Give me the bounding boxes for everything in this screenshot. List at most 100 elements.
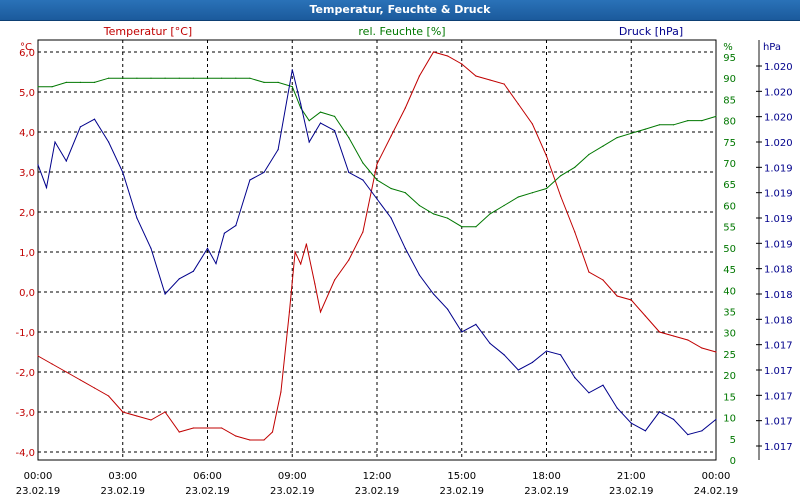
pressure-data-point <box>701 430 703 432</box>
humidity-data-point <box>79 81 81 83</box>
pressure-data-point <box>235 225 237 227</box>
pressure-data-point <box>503 354 505 356</box>
axis-ticks: 00:00 23.02.19 03:00 23.02.19 06:00 23.02.19 0… <box>15 48 792 497</box>
humidity-tick-label: 60 <box>723 201 736 212</box>
temperature-data-point <box>300 263 302 265</box>
pressure-tick-label: 1.019 <box>764 163 793 174</box>
humidity-data-point <box>192 77 194 79</box>
temperature-data-point <box>206 427 209 429</box>
pressure-data-point <box>673 418 675 420</box>
humidity-data-point <box>687 120 689 122</box>
humidity-tick-label: 75 <box>723 138 736 149</box>
x-tick-time: 12:00 <box>363 471 392 482</box>
pressure-data-point <box>178 278 180 280</box>
humidity-data-point <box>65 81 67 83</box>
temperature-data-point <box>37 355 39 357</box>
x-tick-date: 23.02.19 <box>524 486 569 497</box>
temperature-data-point <box>503 83 505 85</box>
x-tick-time: 00:00 <box>702 471 731 482</box>
temperature-data-point <box>192 427 194 429</box>
pressure-data-point <box>616 407 618 409</box>
humidity-data-point <box>362 162 364 164</box>
legend-humidity: rel. Feuchte [%] <box>358 25 445 38</box>
legend-temperature: Temperatur [°C] <box>103 25 192 38</box>
temperature-data-point <box>461 63 463 65</box>
temperature-tick-label: 5,0 <box>19 88 35 99</box>
pressure-data-point <box>93 118 96 120</box>
humidity-data-point <box>545 187 548 190</box>
x-tick-time: 06:00 <box>193 471 222 482</box>
humidity-data-point <box>673 124 675 126</box>
temperature-data-point <box>560 195 562 197</box>
humidity-data-point <box>418 204 420 207</box>
temperature-data-point <box>644 315 647 317</box>
temperature-data-point <box>432 51 435 53</box>
pressure-tick-label: 1.017 <box>764 366 793 377</box>
temperature-data-point <box>489 79 491 81</box>
pressure-data-point <box>418 274 420 276</box>
humidity-data-point <box>404 192 406 194</box>
humidity-data-point <box>560 175 562 177</box>
humidity-data-point <box>489 213 491 215</box>
humidity-data-point <box>263 81 265 83</box>
humidity-data-point <box>517 196 519 198</box>
humidity-data-point <box>348 137 350 139</box>
pressure-data-point <box>489 342 491 344</box>
pressure-data-point <box>560 354 562 356</box>
temperature-data-point <box>715 351 717 353</box>
temperature-data-point <box>447 55 449 57</box>
humidity-data-point <box>206 77 209 79</box>
x-tick-time: 09:00 <box>278 471 307 482</box>
temperature-tick-label: 6,0 <box>19 48 35 59</box>
temperature-tick-label: -4,0 <box>15 448 35 459</box>
humidity-data-point <box>235 77 237 79</box>
pressure-data-point <box>319 122 322 124</box>
humidity-data-point <box>588 153 590 156</box>
temperature-data-point <box>673 335 675 337</box>
temperature-data-point <box>164 411 166 413</box>
temperature-data-point <box>687 339 689 341</box>
pressure-data-point <box>475 323 477 325</box>
temperature-data-point <box>362 231 364 233</box>
x-tick-date: 23.02.19 <box>609 486 654 497</box>
temperature-tick-label: -2,0 <box>15 368 35 379</box>
temperature-data-point <box>418 75 420 77</box>
temperature-data-point <box>235 435 237 437</box>
temperature-tick-label: 1,0 <box>19 248 35 259</box>
pressure-data-point <box>715 418 717 420</box>
temperature-data-point <box>602 279 604 281</box>
pressure-tick-label: 1.017 <box>764 391 793 402</box>
pressure-data-point <box>192 270 194 272</box>
temperature-data-point <box>93 387 96 389</box>
pressure-data-point <box>362 179 364 181</box>
temperature-data-point <box>249 439 251 441</box>
temperature-data-point <box>305 243 307 245</box>
pressure-series-line <box>37 69 717 436</box>
humidity-data-point <box>319 111 322 113</box>
pressure-data-point <box>308 141 310 143</box>
humidity-data-point <box>308 120 310 122</box>
temperature-tick-label: 0,0 <box>19 288 35 299</box>
temperature-data-point <box>280 391 282 393</box>
pressure-data-point <box>249 179 251 181</box>
temperature-data-point <box>574 231 576 233</box>
humidity-tick-label: 20 <box>723 371 736 382</box>
temperature-data-point <box>348 259 350 261</box>
humidity-unit-label: % <box>723 42 733 53</box>
pressure-tick-label: 1.017 <box>764 417 793 428</box>
temperature-data-point <box>517 103 519 105</box>
humidity-data-point <box>334 115 336 117</box>
humidity-tick-label: 80 <box>723 117 736 128</box>
x-tick-date: 23.02.19 <box>270 486 315 497</box>
humidity-data-point <box>164 77 166 79</box>
pressure-data-point <box>215 263 217 265</box>
humidity-data-point <box>150 77 152 79</box>
pressure-tick-label: 1.019 <box>764 214 793 225</box>
pressure-data-point <box>602 384 604 386</box>
temperature-data-point <box>630 299 632 301</box>
pressure-tick-label: 1.020 <box>764 62 793 73</box>
humidity-data-point <box>277 81 279 83</box>
pressure-tick-label: 1.019 <box>764 189 793 200</box>
temperature-data-point <box>122 411 124 413</box>
